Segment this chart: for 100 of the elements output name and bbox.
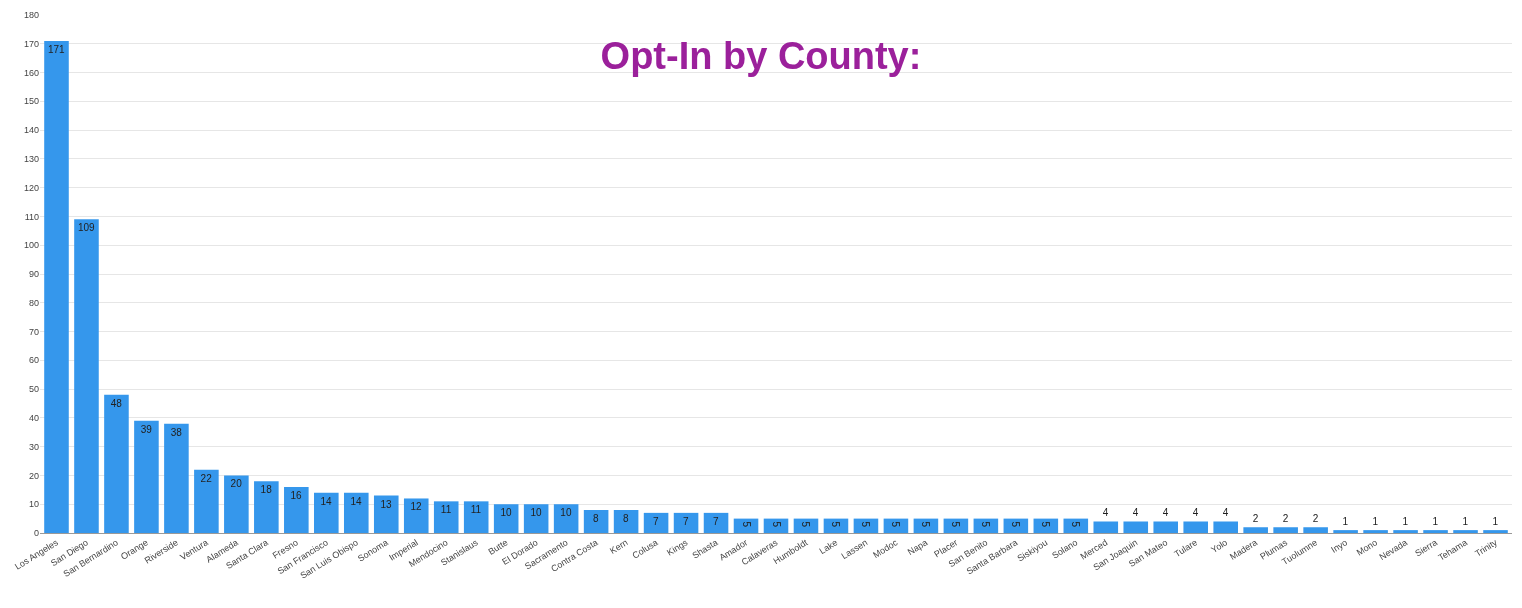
bar [44, 40, 69, 533]
y-tick-label: 90 [28, 269, 39, 280]
y-tick-label: 40 [28, 413, 39, 424]
data-label: 13 [380, 498, 393, 510]
data-label: 14 [350, 495, 363, 507]
bar [343, 492, 369, 533]
data-label: 18 [260, 484, 273, 496]
bar [1273, 527, 1298, 533]
bar [373, 495, 399, 533]
data-label: 11 [440, 504, 452, 516]
data-label: 4 [1162, 507, 1169, 519]
bar [194, 469, 219, 533]
x-tick-label: Inyo [1329, 537, 1350, 555]
data-label: 1 [1342, 516, 1349, 528]
data-label: 171 [47, 43, 66, 55]
y-tick-label: 170 [23, 38, 39, 49]
x-tick-label: Kern [608, 537, 630, 556]
data-label: 20 [230, 478, 243, 490]
data-label: 8 [593, 512, 600, 524]
data-label: 8 [623, 512, 630, 524]
bar [254, 481, 279, 533]
y-tick-label: 20 [28, 470, 39, 481]
x-tick-label: Yolo [1209, 537, 1230, 555]
y-tick-label: 110 [24, 211, 39, 222]
bar [164, 423, 189, 533]
bar [74, 219, 99, 533]
bar [224, 475, 249, 533]
data-label: 4 [1102, 507, 1109, 519]
bar [673, 512, 699, 533]
data-label: 7 [653, 515, 660, 527]
data-label: 1 [1402, 516, 1409, 528]
y-tick-label: 160 [23, 67, 39, 78]
bar [314, 492, 339, 533]
y-tick-label: 0 [33, 528, 39, 539]
data-label: 48 [110, 397, 123, 409]
x-tick-label: Tulare [1172, 537, 1200, 560]
bar [1153, 521, 1179, 533]
y-tick-label: 10 [28, 499, 39, 510]
bar [583, 509, 609, 533]
data-label: 14 [320, 495, 333, 507]
bar [703, 512, 729, 533]
data-label: 10 [560, 507, 572, 519]
y-tick-label: 80 [28, 297, 39, 308]
y-tick-label: 150 [23, 96, 39, 107]
bar [403, 498, 429, 533]
bar [493, 504, 519, 533]
data-label: 39 [140, 423, 153, 435]
data-label: 2 [1312, 513, 1319, 525]
bar [1333, 530, 1358, 533]
data-label: 16 [290, 489, 303, 501]
y-tick-label: 180 [23, 10, 39, 21]
bar [1123, 521, 1149, 533]
data-label: 11 [470, 504, 482, 516]
data-label: 7 [713, 515, 720, 527]
data-label: 5 [920, 521, 932, 528]
data-label: 5 [800, 521, 812, 528]
bar [523, 504, 549, 533]
y-tick-label: 100 [23, 240, 39, 251]
data-label: 1 [1462, 516, 1469, 528]
data-label: 1 [1432, 516, 1439, 528]
bar [1093, 521, 1119, 533]
data-label: 5 [1070, 521, 1082, 528]
y-tick-label: 140 [23, 125, 39, 136]
bar [104, 394, 129, 533]
bar [1303, 527, 1328, 533]
y-tick-label: 60 [28, 355, 39, 366]
x-tick-label: Napa [905, 537, 930, 558]
bar [1393, 530, 1418, 533]
bar [1453, 530, 1478, 533]
data-label: 4 [1222, 507, 1229, 519]
bar [643, 512, 669, 533]
y-tick-label: 120 [23, 182, 39, 193]
bar [433, 501, 459, 533]
x-tick-label: Sierra [1413, 537, 1439, 559]
text: Opt-In by County: [600, 35, 922, 78]
data-label: 109 [77, 222, 96, 234]
y-tick-label: 30 [28, 441, 39, 452]
bar [1183, 521, 1209, 533]
data-label: 5 [1010, 521, 1022, 528]
data-label: 5 [1040, 521, 1052, 528]
data-label: 2 [1252, 513, 1259, 525]
data-label: 10 [530, 507, 542, 519]
data-label: 10 [500, 507, 512, 519]
bar [1213, 521, 1238, 533]
x-tick-label: Kings [665, 537, 690, 558]
data-label: 22 [200, 472, 213, 484]
bar [613, 509, 639, 533]
bar [1483, 530, 1508, 533]
bar [1363, 530, 1388, 533]
data-label: 5 [830, 521, 842, 528]
data-label: 5 [950, 521, 962, 528]
y-tick-label: 70 [28, 326, 39, 337]
data-label: 7 [683, 515, 690, 527]
data-label: 2 [1282, 513, 1289, 525]
data-label: 5 [770, 521, 782, 528]
x-tick-label: Lake [817, 537, 840, 557]
data-label: 4 [1132, 507, 1139, 519]
data-label: 1 [1372, 516, 1379, 528]
data-label: 5 [890, 521, 902, 528]
data-label: 38 [170, 426, 183, 438]
